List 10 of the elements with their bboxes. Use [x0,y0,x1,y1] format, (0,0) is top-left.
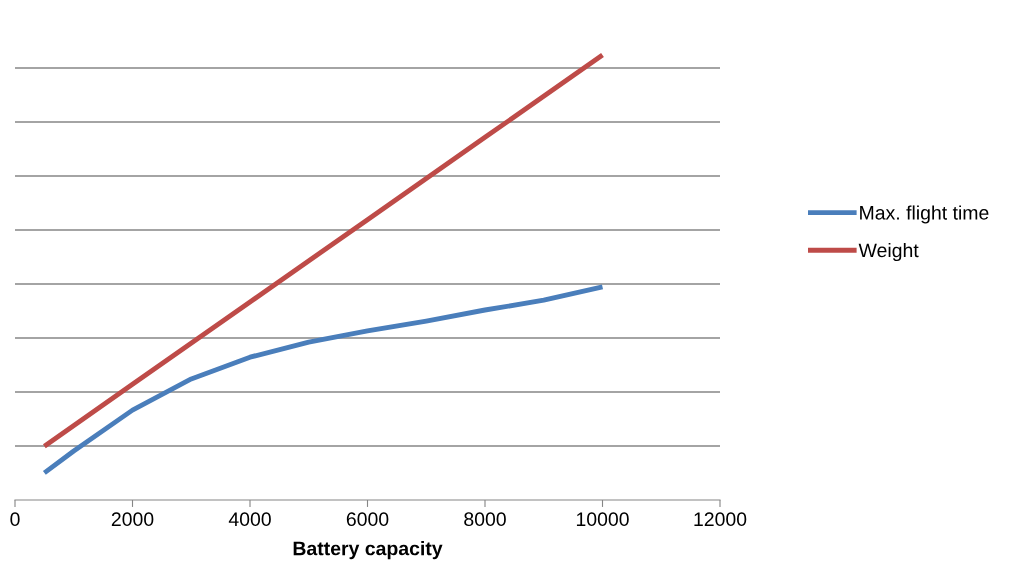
x-tick-label: 10000 [576,512,629,527]
x-axis-title: Battery capacity [293,541,443,560]
x-tick-label: 2000 [111,512,154,527]
legend-label: Weight [858,242,919,262]
x-tick-label: 6000 [346,512,389,527]
x-tick-label: 0 [10,512,20,527]
x-tick-label: 4000 [228,512,271,527]
x-tick-label: 8000 [464,512,506,527]
legend-label: Max. flight time [860,205,989,224]
x-tick-label: 12000 [694,512,747,527]
